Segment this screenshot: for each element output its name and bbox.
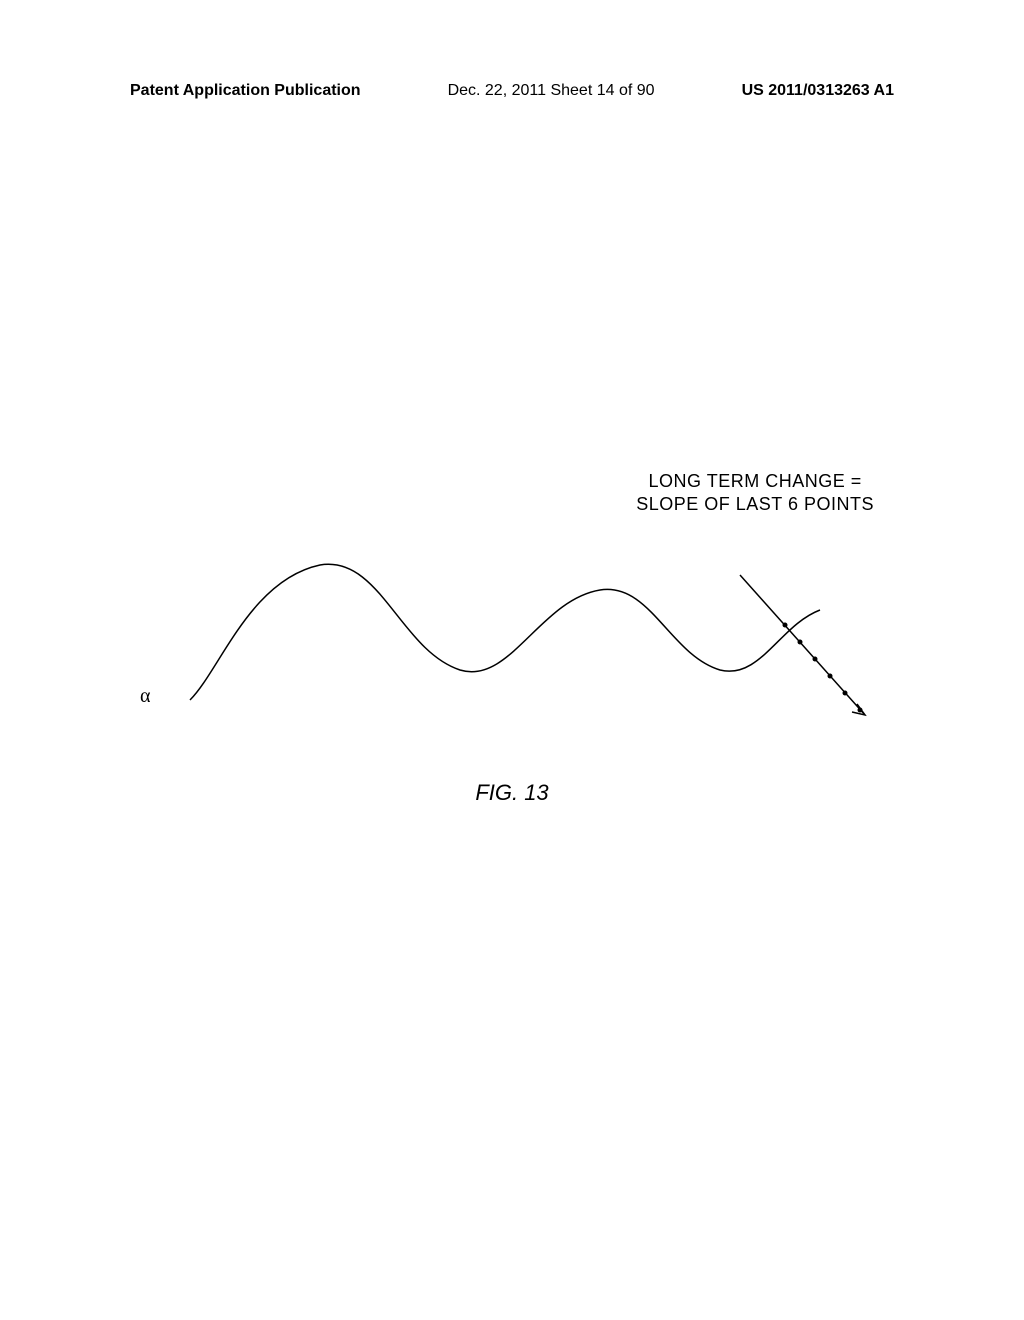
data-point	[783, 623, 788, 628]
header-date-sheet: Dec. 22, 2011 Sheet 14 of 90	[448, 82, 655, 100]
annotation-line-2: SLOPE OF LAST 6 POINTS	[636, 494, 874, 514]
figure-container: LONG TERM CHANGE = SLOPE OF LAST 6 POINT…	[130, 470, 894, 820]
page-header: Patent Application Publication Dec. 22, …	[0, 82, 1024, 100]
data-point	[813, 657, 818, 662]
figure-caption: FIG. 13	[0, 780, 1024, 806]
data-point	[798, 640, 803, 645]
data-point	[828, 674, 833, 679]
wave-curve	[190, 564, 820, 700]
header-publication-type: Patent Application Publication	[130, 82, 361, 100]
annotation-line-1: LONG TERM CHANGE =	[649, 471, 862, 491]
wave-diagram	[180, 540, 880, 770]
annotation-label: LONG TERM CHANGE = SLOPE OF LAST 6 POINT…	[636, 470, 874, 517]
header-patent-number: US 2011/0313263 A1	[742, 82, 894, 100]
data-point	[843, 691, 848, 696]
alpha-axis-label: α	[140, 685, 150, 708]
